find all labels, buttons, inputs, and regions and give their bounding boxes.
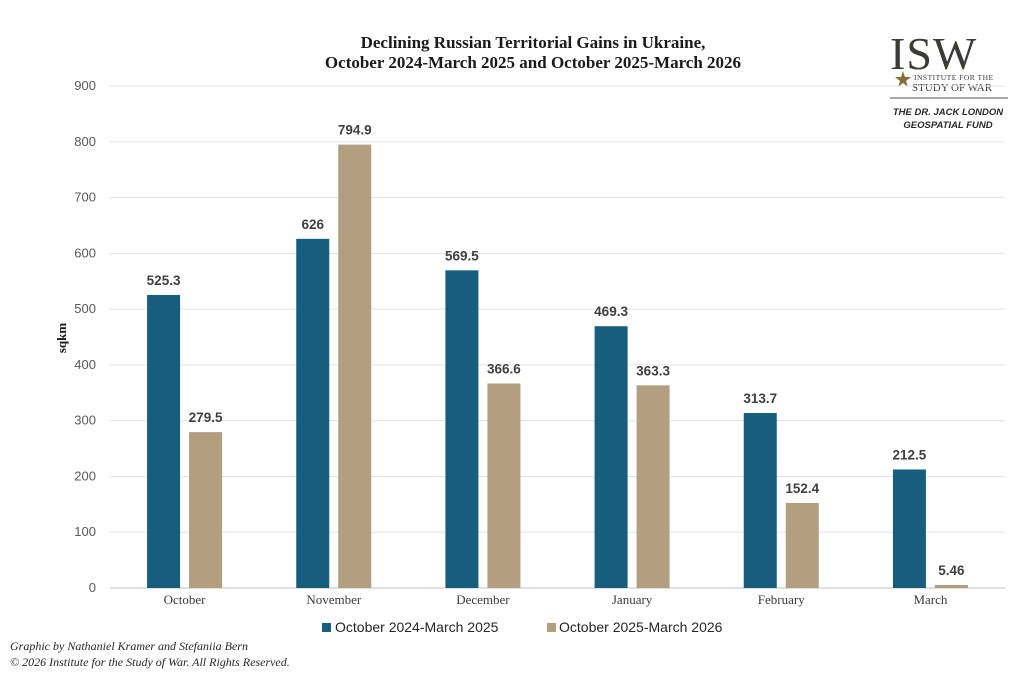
y-tick-label: 600 xyxy=(74,245,96,260)
x-axis-ticks: October November December January February Ma… xyxy=(164,592,948,607)
bar-1-february xyxy=(743,413,777,588)
x-tick-label: October xyxy=(164,592,207,607)
data-label: 313.7 xyxy=(743,391,777,406)
data-label: 626 xyxy=(301,217,324,232)
logo-line-1: INSTITUTE FOR THE xyxy=(914,73,994,82)
x-tick-label: February xyxy=(758,592,805,607)
bar-2-march xyxy=(934,584,968,588)
isw-logo: ISW INSTITUTE FOR THE STUDY OF WAR THE D… xyxy=(890,28,1008,131)
y-tick-label: 500 xyxy=(74,301,96,316)
bar-1-october xyxy=(147,294,181,588)
chart-title-line-1: Declining Russian Territorial Gains in U… xyxy=(361,33,706,52)
data-label: 363.3 xyxy=(636,363,670,378)
credit-line-1: Graphic by Nathaniel Kramer and Stefanii… xyxy=(10,639,248,653)
y-tick-label: 200 xyxy=(74,468,96,483)
bars: 525.3 279.5 626 794.9 569.5 366.6 469.3 363.3 31… xyxy=(147,123,968,589)
legend-label-series-1: October 2024-March 2025 xyxy=(335,619,499,635)
legend-swatch-series-1 xyxy=(322,623,331,632)
star-icon xyxy=(895,71,911,87)
y-axis-ticks: 0 100 200 300 400 500 600 700 800 900 xyxy=(74,78,96,595)
bar-2-december xyxy=(487,383,521,588)
y-tick-label: 900 xyxy=(74,78,96,93)
data-label: 152.4 xyxy=(785,481,819,496)
bar-2-february xyxy=(785,502,819,588)
x-tick-label: November xyxy=(306,592,362,607)
legend-swatch-series-2 xyxy=(547,623,556,632)
legend: October 2024-March 2025 October 2025-Mar… xyxy=(322,619,723,635)
gridlines xyxy=(110,85,1005,589)
bar-1-november xyxy=(296,238,330,588)
data-label: 794.9 xyxy=(338,123,372,138)
y-tick-label: 300 xyxy=(74,413,96,428)
credits: Graphic by Nathaniel Kramer and Stefanii… xyxy=(10,639,290,669)
bar-2-january xyxy=(636,385,670,588)
x-tick-label: March xyxy=(913,592,947,607)
data-label: 279.5 xyxy=(189,410,223,425)
bar-2-october xyxy=(189,432,223,588)
chart-title: Declining Russian Territorial Gains in U… xyxy=(325,33,741,72)
chart-title-line-2: October 2024-March 2025 and October 2025… xyxy=(325,53,741,72)
data-label: 5.46 xyxy=(938,563,965,578)
y-tick-label: 400 xyxy=(74,357,96,372)
data-label: 212.5 xyxy=(893,447,927,462)
logo-acronym: ISW xyxy=(890,28,977,79)
legend-label-series-2: October 2025-March 2026 xyxy=(559,619,723,635)
data-label: 469.3 xyxy=(594,304,628,319)
y-tick-label: 800 xyxy=(74,134,96,149)
credit-line-2: © 2026 Institute for the Study of War. A… xyxy=(10,655,290,669)
data-label: 366.6 xyxy=(487,362,521,377)
x-tick-label: December xyxy=(456,592,510,607)
bar-1-march xyxy=(892,469,926,588)
fund-line-2: GEOSPATIAL FUND xyxy=(903,120,992,131)
x-tick-label: January xyxy=(612,592,653,607)
y-tick-label: 700 xyxy=(74,190,96,205)
y-tick-label: 0 xyxy=(89,580,96,595)
bar-1-january xyxy=(594,326,628,588)
y-tick-label: 100 xyxy=(74,524,96,539)
y-axis-label: sqkm xyxy=(54,323,69,354)
fund-line-1: THE DR. JACK LONDON xyxy=(893,107,1004,118)
data-label: 569.5 xyxy=(445,248,479,263)
bar-2-november xyxy=(338,144,372,589)
bar-1-december xyxy=(445,270,479,588)
data-label: 525.3 xyxy=(147,273,181,288)
logo-line-2: STUDY OF WAR xyxy=(912,82,993,94)
